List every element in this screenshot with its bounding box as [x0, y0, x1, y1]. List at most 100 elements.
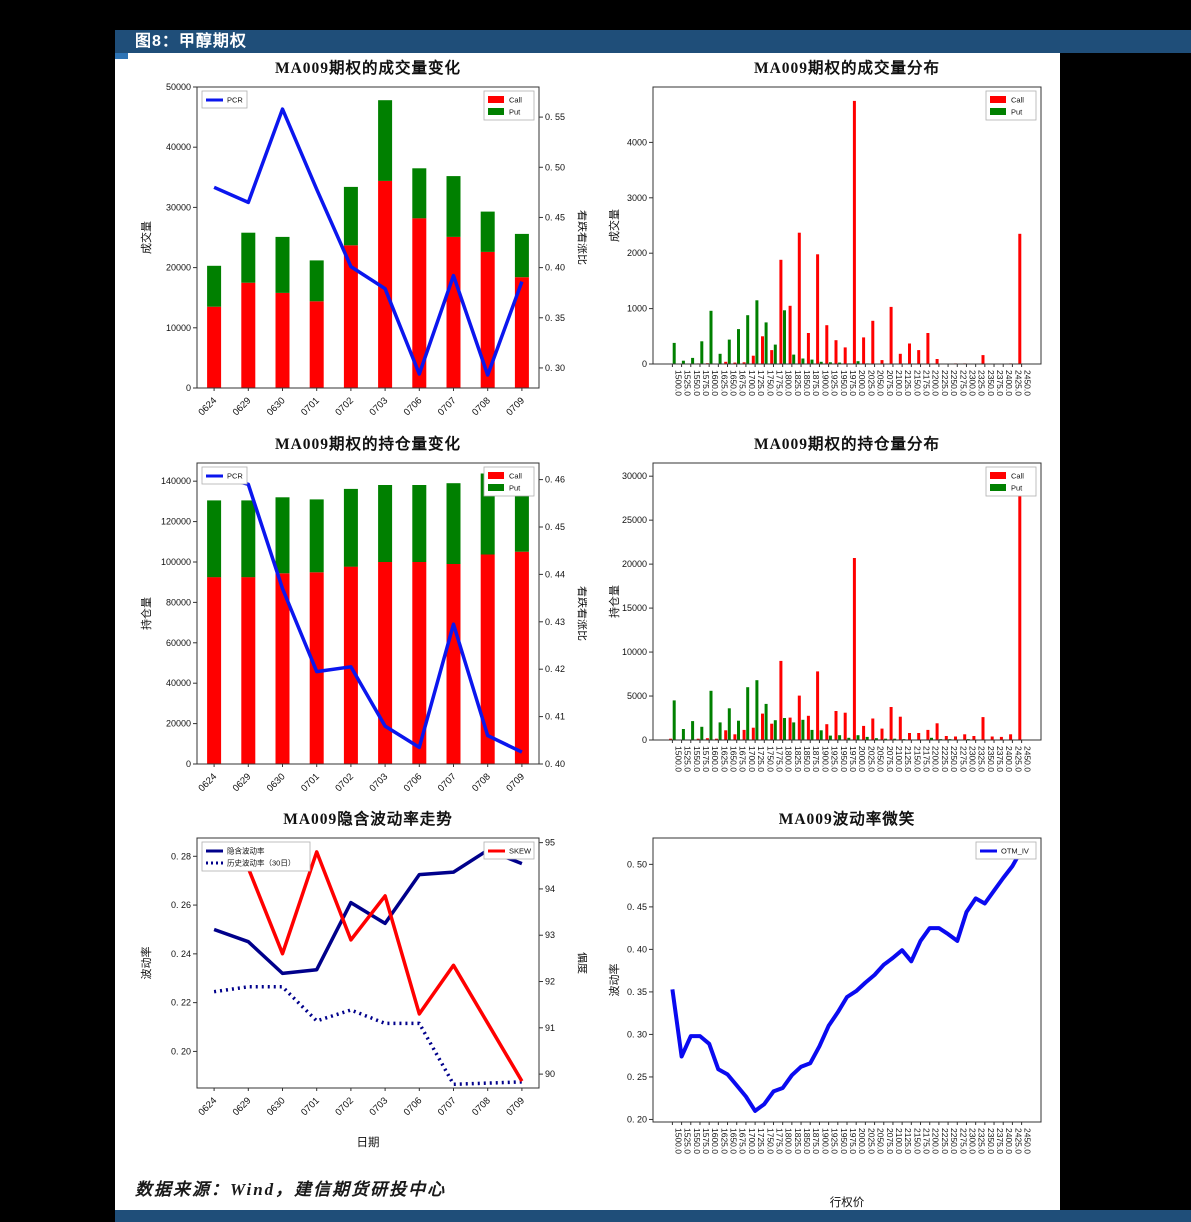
svg-text:1825.0: 1825.0 [793, 1128, 803, 1154]
svg-text:80000: 80000 [166, 597, 191, 607]
svg-text:2400.0: 2400.0 [1004, 370, 1014, 396]
svg-text:0. 20: 0. 20 [171, 1046, 191, 1056]
svg-text:0706: 0706 [402, 771, 425, 794]
svg-text:10000: 10000 [622, 647, 647, 657]
volume-change-plot: 0 10000 20000 30000 40000 50000 0. 30 0. 35 0. 4… [139, 82, 587, 418]
svg-text:1925.0: 1925.0 [830, 1128, 840, 1154]
svg-text:2450.0: 2450.0 [1023, 746, 1033, 772]
svg-text:2425.0: 2425.0 [1013, 370, 1023, 396]
svg-text:隐含波动率: 隐含波动率 [227, 846, 265, 856]
svg-text:0. 28: 0. 28 [171, 851, 191, 861]
svg-text:94: 94 [545, 884, 555, 894]
svg-text:Put: Put [509, 108, 521, 117]
svg-text:100000: 100000 [161, 557, 191, 567]
svg-text:2225.0: 2225.0 [940, 370, 950, 396]
chart-title: MA009期权的成交量分布 [753, 60, 941, 77]
plot-frame [652, 837, 1042, 1123]
x-axis-ticks: 0624 0629 0630 0701 0702 0703 0706 0707 0708 0709 [196, 764, 527, 794]
svg-text:0709: 0709 [504, 395, 527, 418]
svg-text:0. 30: 0. 30 [627, 1029, 647, 1039]
svg-text:1775.0: 1775.0 [774, 1128, 784, 1154]
chart-volume-change: MA009期权的成交量变化 0 10000 20000 30000 40000 50000… [137, 59, 587, 434]
svg-text:0: 0 [642, 735, 647, 745]
svg-text:2150.0: 2150.0 [912, 1128, 922, 1154]
svg-text:Call: Call [1011, 472, 1024, 481]
svg-text:1525.0: 1525.0 [683, 1128, 693, 1154]
y-axis-label-left: 成交量 [607, 209, 621, 242]
svg-text:2300.0: 2300.0 [967, 1128, 977, 1154]
svg-text:1550.0: 1550.0 [692, 746, 702, 772]
svg-text:0708: 0708 [470, 395, 493, 418]
svg-text:2050.0: 2050.0 [876, 1128, 886, 1154]
svg-text:1650.0: 1650.0 [729, 370, 739, 396]
bars [207, 100, 529, 388]
svg-text:0703: 0703 [367, 1095, 390, 1118]
svg-text:1725.0: 1725.0 [756, 746, 766, 772]
svg-text:0. 41: 0. 41 [545, 712, 565, 722]
x-axis-ticks: 0624 0629 0630 0701 0702 0703 0706 0707 0708 0709 [196, 1088, 527, 1118]
svg-text:1700.0: 1700.0 [747, 370, 757, 396]
svg-text:2425.0: 2425.0 [1013, 746, 1023, 772]
svg-text:1850.0: 1850.0 [802, 1128, 812, 1154]
y-axis-label-left: 成交量 [139, 221, 153, 254]
report-page: MA009期权的成交量变化 0 10000 20000 30000 40000 50000… [115, 53, 1060, 1210]
svg-text:2025.0: 2025.0 [866, 1128, 876, 1154]
svg-text:2025.0: 2025.0 [866, 746, 876, 772]
svg-text:1900.0: 1900.0 [820, 746, 830, 772]
svg-text:0706: 0706 [402, 1095, 425, 1118]
svg-text:0703: 0703 [367, 771, 390, 794]
svg-text:0706: 0706 [402, 395, 425, 418]
legend-tl: PCR [201, 90, 248, 109]
svg-text:2325.0: 2325.0 [977, 746, 987, 772]
svg-text:Put: Put [1011, 108, 1023, 117]
svg-text:0629: 0629 [231, 1095, 254, 1118]
svg-text:93: 93 [545, 930, 555, 940]
svg-text:3000: 3000 [627, 193, 647, 203]
svg-text:2300.0: 2300.0 [967, 370, 977, 396]
svg-text:0. 35: 0. 35 [627, 987, 647, 997]
svg-text:1975.0: 1975.0 [848, 1128, 858, 1154]
legend-tr: Call Put [985, 466, 1037, 497]
svg-text:1775.0: 1775.0 [774, 370, 784, 396]
svg-text:15000: 15000 [622, 603, 647, 613]
svg-text:Call: Call [509, 472, 522, 481]
svg-text:0. 42: 0. 42 [545, 664, 565, 674]
x-axis-ticks: 1500.0 1525.0 1550.0 1575.0 1600.0 1625.0 1650… [671, 364, 1033, 396]
svg-text:1500.0: 1500.0 [673, 746, 683, 772]
left-axis-ticks: 0. 20 0. 22 0. 24 0. 26 0. 28 [171, 851, 197, 1056]
svg-text:0707: 0707 [436, 395, 459, 418]
svg-text:30000: 30000 [622, 471, 647, 481]
svg-text:0629: 0629 [231, 395, 254, 418]
open-interest-change-plot: 0200004000060000800001000001200001400000… [139, 462, 587, 794]
svg-text:2350.0: 2350.0 [986, 746, 996, 772]
svg-text:历史波动率（30日）: 历史波动率（30日） [227, 858, 295, 868]
svg-text:0. 50: 0. 50 [627, 859, 647, 869]
svg-text:2125.0: 2125.0 [903, 1128, 913, 1154]
svg-text:0629: 0629 [231, 771, 254, 794]
volatility-smile-plot: 0. 20 0. 25 0. 30 0. 35 0. 40 0. 45 0. 50 1500.… [607, 837, 1042, 1209]
chart-open-interest-change: MA009期权的持仓量变化 0 20000 40000 60000 80000 10000… [137, 435, 587, 810]
svg-text:0. 45: 0. 45 [545, 522, 565, 532]
svg-text:2275.0: 2275.0 [958, 1128, 968, 1154]
svg-text:1950.0: 1950.0 [839, 746, 849, 772]
figure-banner-label: 图8：甲醇期权 [135, 33, 247, 50]
svg-text:2150.0: 2150.0 [912, 746, 922, 772]
svg-text:2200.0: 2200.0 [931, 1128, 941, 1154]
left-axis-ticks: 0 10000 20000 30000 40000 50000 [166, 82, 197, 393]
svg-text:30000: 30000 [166, 202, 191, 212]
svg-text:2200.0: 2200.0 [931, 370, 941, 396]
chart-title: MA009隐含波动率走势 [283, 811, 453, 828]
legend-tr: Call Put [985, 90, 1037, 121]
left-axis-ticks: 0 5000 10000 15000 20000 25000 30000 [622, 471, 653, 745]
svg-text:1975.0: 1975.0 [848, 746, 858, 772]
svg-text:0709: 0709 [504, 1095, 527, 1118]
svg-text:2075.0: 2075.0 [885, 370, 895, 396]
svg-text:PCR: PCR [227, 96, 243, 105]
svg-text:2300.0: 2300.0 [967, 746, 977, 772]
svg-text:1525.0: 1525.0 [683, 746, 693, 772]
svg-text:2175.0: 2175.0 [922, 370, 932, 396]
svg-text:1750.0: 1750.0 [765, 746, 775, 772]
svg-text:2250.0: 2250.0 [949, 1128, 959, 1154]
y-axis-label-right: 偏度 [576, 952, 587, 974]
svg-text:1525.0: 1525.0 [683, 370, 693, 396]
